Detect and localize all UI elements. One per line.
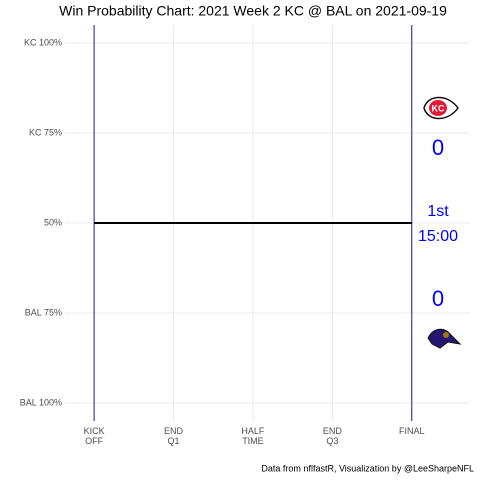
y-tick-label: KC 75%: [29, 127, 62, 137]
caption: Data from nflfastR, Visualization by @Le…: [261, 463, 474, 473]
y-tick-label: BAL 100%: [20, 397, 62, 407]
bal-logo: [427, 328, 462, 349]
score-annotation: 0: [432, 286, 444, 311]
x-tick-label: FINAL: [398, 426, 425, 436]
svg-text:KC: KC: [432, 103, 445, 113]
kc-logo: KC: [423, 96, 459, 120]
x-tick-label: END Q1: [164, 426, 184, 446]
score-annotation: 0: [432, 135, 444, 160]
y-tick-label: 50%: [44, 217, 62, 227]
x-tick-label: HALF TIME: [241, 426, 265, 446]
y-tick-label: KC 100%: [24, 37, 62, 47]
chart-title: Win Probability Chart: 2021 Week 2 KC @ …: [59, 3, 447, 19]
score-annotation: 15:00: [418, 228, 458, 245]
score-annotation: 1st: [427, 203, 449, 220]
x-tick-label: KICK OFF: [83, 426, 105, 446]
x-tick-label: END Q3: [322, 426, 342, 446]
y-tick-label: BAL 75%: [25, 307, 62, 317]
